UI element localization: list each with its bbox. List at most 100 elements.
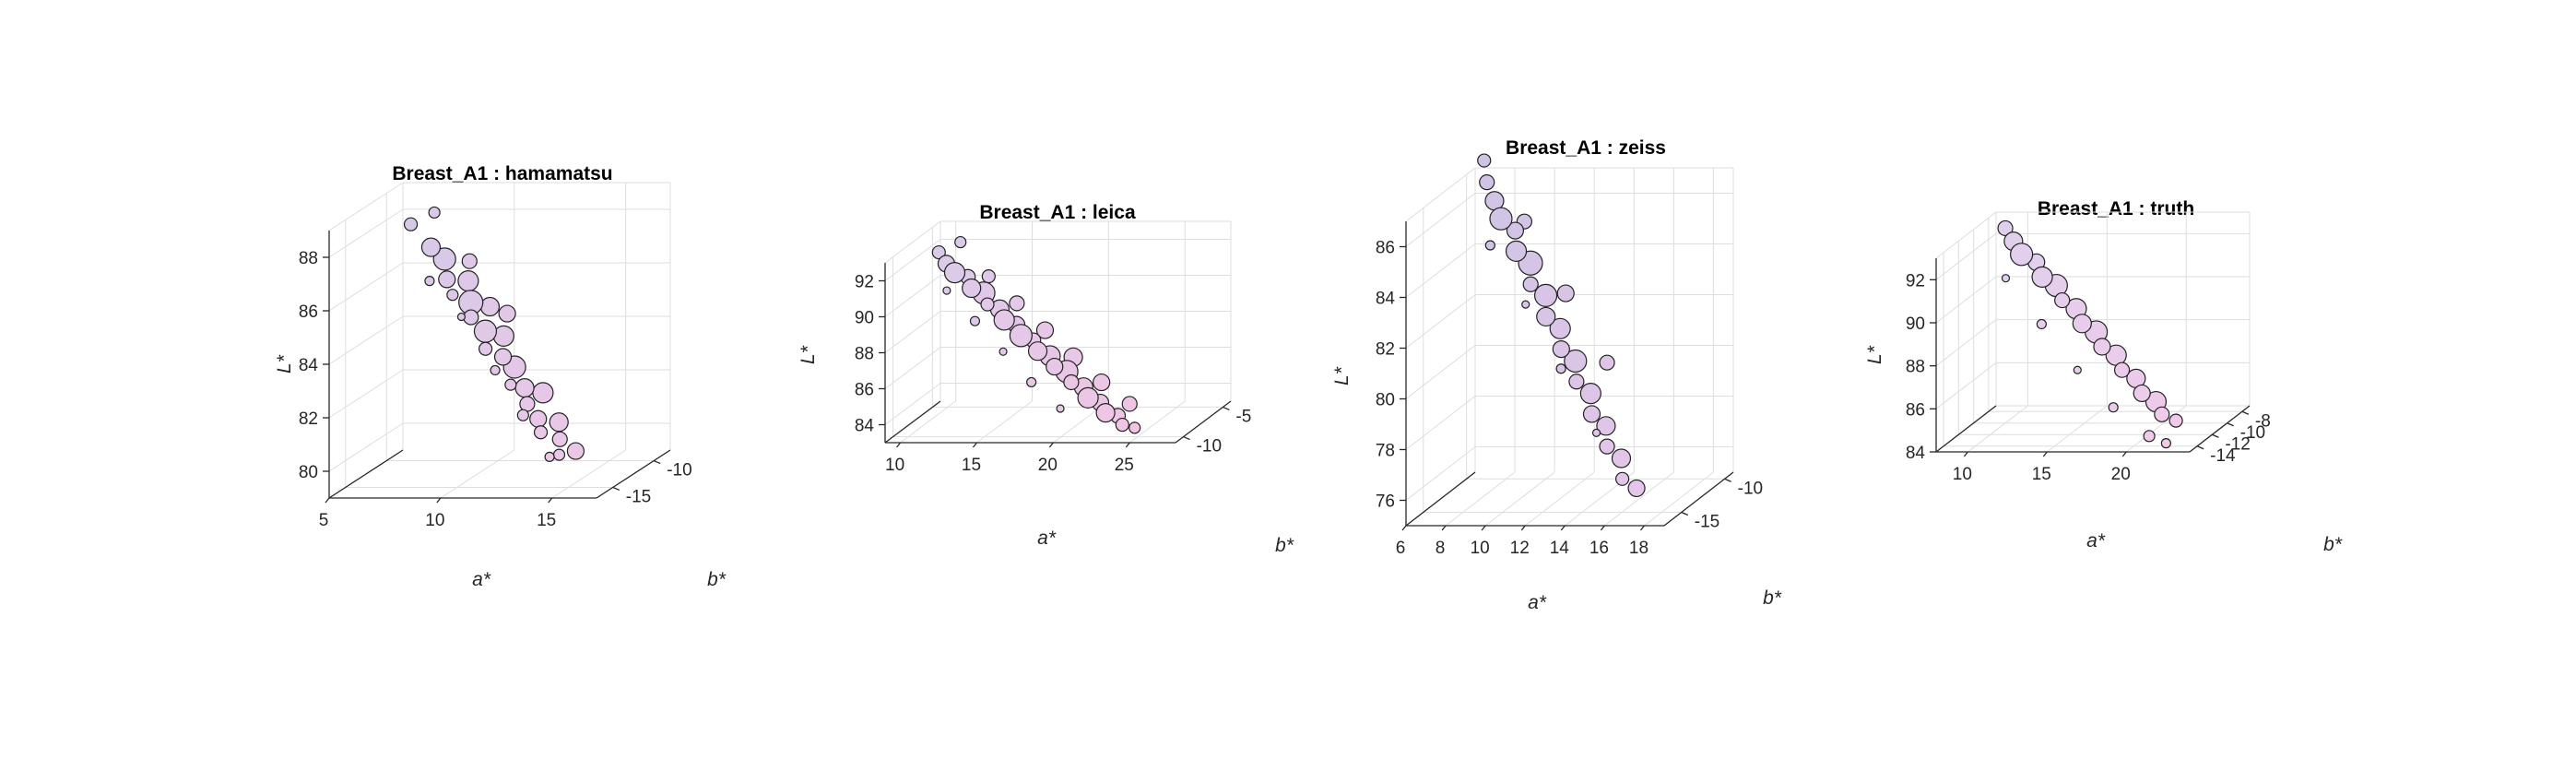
scatter-point <box>432 247 456 271</box>
grid-line <box>1128 400 1186 444</box>
x-tick-mark <box>1600 525 1605 531</box>
z-tick-label: 80 <box>1376 391 1395 410</box>
z-axis-label: L* <box>798 345 819 364</box>
y-tick-mark <box>2227 422 2234 427</box>
floor-edge <box>1405 471 1476 527</box>
x-tick-label: 10 <box>885 456 904 475</box>
x-tick-mark <box>1963 451 1968 457</box>
plot-panel-truth: Breast_A1 : truth a* b* L* 10 15 20 -8-10-1… <box>1864 198 2343 555</box>
z-tick-label: 86 <box>1376 239 1395 258</box>
scatter-point <box>1579 383 1601 405</box>
y-axis-label: b* <box>1763 587 1782 609</box>
y-tick-label: -10 <box>667 461 691 480</box>
y-tick-mark <box>612 486 620 492</box>
scatter-point <box>514 378 535 398</box>
x-tick-label: 18 <box>1629 539 1648 558</box>
z-tick-label: 92 <box>855 273 874 292</box>
y-axis-line <box>596 449 671 499</box>
grid-line <box>1604 471 1674 527</box>
z-axis-label: L* <box>274 354 295 374</box>
scatter-point <box>2113 362 2131 378</box>
x-tick-mark <box>1048 442 1054 448</box>
z-tick-label: 84 <box>1376 290 1396 309</box>
scatter-point <box>2133 384 2151 403</box>
scatter-point <box>2072 314 2092 334</box>
grid-line <box>1405 193 1476 247</box>
scatter-point <box>498 304 516 323</box>
y-tick-label: -15 <box>1695 513 1719 532</box>
y-tick-mark <box>1183 435 1190 441</box>
scatter-point <box>981 269 996 284</box>
x-tick-mark <box>1560 525 1566 531</box>
x-tick-mark <box>1639 525 1645 531</box>
floor-edge <box>884 400 941 444</box>
scatter-points <box>1997 219 2183 449</box>
x-axis-label: a* <box>1528 592 1547 613</box>
z-tick-label: 90 <box>855 309 874 328</box>
scatter-point <box>566 442 585 460</box>
y-axis-line <box>1175 400 1232 444</box>
scatter-point <box>1596 416 1616 436</box>
scatter-point <box>1522 276 1539 292</box>
y-tick-mark <box>2196 445 2204 450</box>
floor-edge <box>1935 405 1997 453</box>
scatter-point <box>1611 448 1632 468</box>
scatter-point <box>1128 421 1141 434</box>
scatter-point <box>1009 324 1033 348</box>
x-tick-mark <box>1441 525 1447 531</box>
y-tick-label: -10 <box>1197 437 1222 457</box>
x-tick-mark <box>325 497 330 504</box>
x-tick-mark <box>436 497 442 504</box>
x-tick-label: 12 <box>1510 539 1530 558</box>
scatter-point <box>1026 376 1037 388</box>
panel-title: Breast_A1 : leica <box>979 202 1136 223</box>
x-tick-label: 15 <box>537 511 556 530</box>
scatter-point <box>931 244 946 260</box>
scatter-point <box>1093 373 1111 392</box>
grid-line <box>328 208 404 258</box>
grid-line <box>328 315 404 365</box>
scatter-point <box>1599 354 1615 371</box>
plot-panel-hamamatsu: Breast_A1 : hamamatsu a* b* L* 5 10 15 -10-… <box>274 163 727 590</box>
x-tick-mark <box>972 442 977 448</box>
scatter-points <box>403 206 585 462</box>
scatter-point <box>479 341 493 356</box>
scatter-point <box>504 378 517 391</box>
y-tick-mark <box>1223 406 1230 411</box>
scatter-point <box>1582 405 1601 423</box>
z-axis-label: L* <box>1331 366 1353 385</box>
x-tick-mark <box>896 442 902 448</box>
grid-line <box>1524 471 1595 527</box>
y-tick-label: -15 <box>626 487 651 506</box>
x-tick-label: 16 <box>1589 539 1609 558</box>
z-tick-label: 88 <box>299 249 318 268</box>
y-axis-line <box>2189 405 2251 453</box>
plot-panel-leica: Breast_A1 : leica a* b* L* 10 15 20 25 -5 -10… <box>798 202 1294 556</box>
scatter-point <box>479 296 501 317</box>
scatter-point <box>980 297 995 312</box>
scatter-point <box>1506 221 1525 240</box>
grid-line <box>1484 471 1555 527</box>
x-axis-label: a* <box>2086 530 2106 551</box>
x-tick-label: 20 <box>2111 465 2131 484</box>
scatter-point <box>493 348 513 366</box>
x-tick-mark <box>2042 451 2048 457</box>
y-tick-label: -8 <box>2255 411 2271 431</box>
z-tick-label: 82 <box>299 409 318 429</box>
grid-line <box>1445 471 1516 527</box>
x-tick-label: 10 <box>1471 539 1490 558</box>
scatter-point <box>551 431 568 447</box>
z-tick-label: 82 <box>1376 340 1395 360</box>
grid-line <box>1405 294 1476 349</box>
scatter-point <box>2010 243 2034 267</box>
z-tick-label: 86 <box>1906 400 1925 420</box>
grid-line <box>551 449 626 499</box>
scatter-point <box>1591 428 1601 437</box>
y-axis-label: b* <box>2323 534 2343 555</box>
scatter-point <box>549 412 569 433</box>
box-edge <box>884 220 941 264</box>
scatter-point <box>1536 306 1556 327</box>
scatter-point <box>544 451 555 462</box>
scatter-point <box>1615 471 1630 486</box>
grid <box>884 221 1231 444</box>
